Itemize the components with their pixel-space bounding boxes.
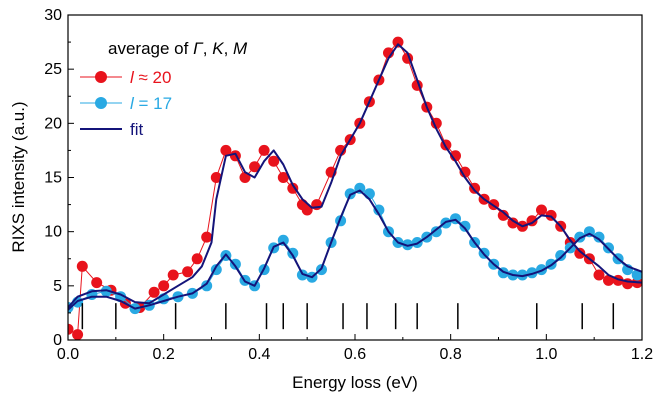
data-point: [72, 329, 83, 340]
legend-label-fit: fit: [130, 120, 144, 139]
y-tick-label: 0: [53, 332, 62, 349]
data-point: [77, 261, 88, 272]
y-tick-label: 10: [44, 224, 62, 241]
y-tick-label: 5: [53, 278, 62, 295]
y-tick-label: 25: [44, 61, 62, 78]
data-point: [259, 145, 270, 156]
legend-marker-l20: [95, 71, 107, 83]
data-point: [168, 270, 179, 281]
x-axis: 0.0 0.2 0.4 0.6 0.8 1.0 1.2: [57, 334, 653, 363]
data-point: [182, 266, 193, 277]
data-point: [149, 287, 160, 298]
x-tick-label: 1.2: [631, 346, 653, 363]
data-point: [192, 253, 203, 264]
legend-heading: average of Γ, K, M: [108, 39, 248, 58]
y-tick-label: 20: [44, 115, 62, 132]
x-tick-label: 0.8: [440, 346, 462, 363]
vertical-markers: [82, 303, 613, 329]
y-axis: 0 5 10 15 20 25 30: [44, 7, 74, 349]
x-tick-label: 1.0: [535, 346, 557, 363]
data-point: [91, 277, 102, 288]
y-axis-title: RIXS intensity (a.u.): [9, 101, 28, 252]
data-point: [536, 205, 547, 216]
x-axis-title: Energy loss (eV): [292, 373, 418, 392]
x-tick-label: 0.6: [344, 346, 366, 363]
x-tick-label: 0.4: [248, 346, 270, 363]
legend-label-l17: l = 17: [130, 94, 172, 113]
x-tick-label: 0.2: [153, 346, 175, 363]
y-tick-label: 15: [44, 170, 62, 187]
legend-marker-l17: [95, 97, 107, 109]
legend-label-l20: l ≈ 20: [130, 68, 171, 87]
data-point: [364, 188, 375, 199]
data-point: [555, 250, 566, 261]
data-point: [158, 280, 169, 291]
y-tick-label: 30: [44, 7, 62, 24]
legend: average of Γ, K, M l ≈ 20 l = 17 fit: [80, 39, 248, 139]
data-point: [201, 232, 212, 243]
